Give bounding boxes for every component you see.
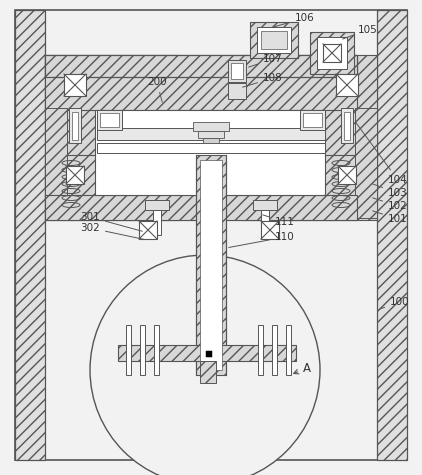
Bar [45, 195, 357, 220]
Bar [272, 325, 277, 375]
Bar [231, 63, 243, 79]
Text: 110: 110 [229, 232, 295, 247]
Text: 101: 101 [373, 211, 408, 224]
Bar [228, 60, 246, 82]
Bar [377, 10, 407, 460]
Bar [250, 22, 298, 58]
Bar [200, 361, 216, 383]
Bar [66, 166, 84, 184]
Text: 200: 200 [147, 77, 167, 102]
Text: 100: 100 [380, 297, 410, 309]
Bar [126, 325, 131, 375]
Bar [140, 325, 145, 375]
Bar [153, 210, 161, 235]
Bar [303, 113, 322, 127]
Circle shape [90, 255, 320, 475]
Bar [257, 27, 291, 53]
Text: 103: 103 [373, 184, 408, 198]
Bar [69, 108, 81, 143]
Text: 105: 105 [343, 25, 378, 39]
Bar [344, 112, 350, 140]
Bar [317, 37, 347, 69]
Text: 104: 104 [356, 122, 408, 185]
Bar [261, 31, 287, 49]
Bar [45, 55, 180, 220]
Bar [310, 32, 354, 74]
Bar [45, 55, 357, 77]
Bar [72, 112, 78, 140]
Bar [154, 325, 159, 375]
Text: 107: 107 [249, 54, 283, 67]
Bar [300, 110, 325, 130]
Text: 111: 111 [262, 215, 295, 227]
Text: A: A [294, 361, 311, 374]
Bar [45, 108, 67, 218]
Bar [97, 110, 122, 130]
Bar [336, 74, 358, 96]
Bar [100, 113, 119, 127]
Bar [341, 108, 353, 143]
Bar [45, 55, 357, 110]
Bar [355, 108, 377, 218]
Bar [200, 160, 222, 370]
Bar [323, 44, 341, 62]
Text: 302: 302 [80, 223, 144, 239]
Bar [193, 122, 229, 131]
Bar [45, 155, 357, 220]
Bar [198, 131, 224, 138]
Bar [139, 221, 157, 239]
Bar [228, 83, 246, 99]
Bar [97, 143, 325, 153]
Text: 106: 106 [273, 13, 315, 27]
Bar [97, 128, 325, 140]
Text: 102: 102 [373, 198, 408, 211]
Bar [95, 110, 325, 195]
Bar [64, 74, 86, 96]
Bar [242, 55, 377, 220]
Bar [118, 345, 296, 361]
Bar [261, 221, 279, 239]
Bar [145, 200, 169, 210]
Bar [203, 138, 219, 143]
Text: 301: 301 [80, 212, 142, 231]
Bar [258, 325, 263, 375]
Bar [286, 325, 291, 375]
Bar [15, 10, 45, 460]
Text: 108: 108 [243, 73, 283, 87]
Bar [261, 210, 269, 235]
Bar [253, 200, 277, 210]
Bar [196, 155, 226, 375]
Bar [338, 166, 356, 184]
